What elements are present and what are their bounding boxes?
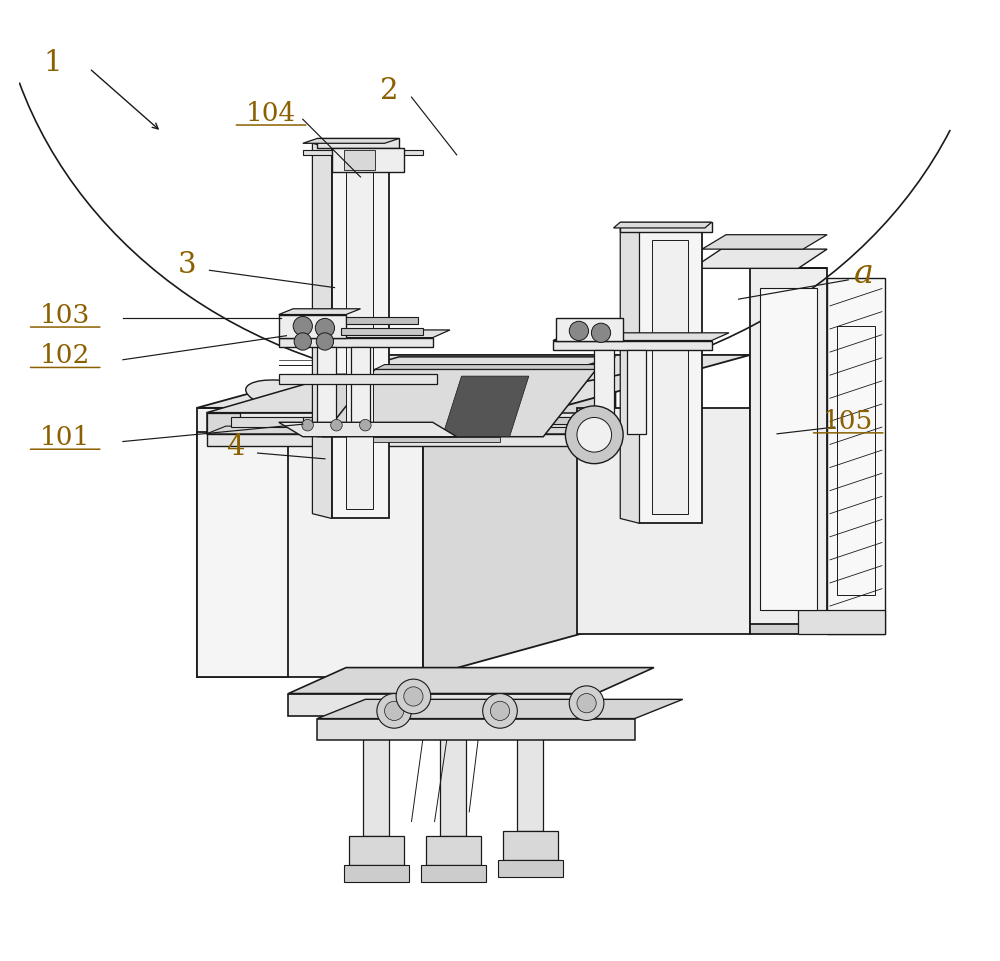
Polygon shape [627,351,646,434]
Polygon shape [692,250,827,269]
Polygon shape [827,279,885,634]
Polygon shape [620,226,639,524]
Polygon shape [351,348,370,434]
Polygon shape [317,700,683,719]
Text: 103: 103 [40,303,90,328]
Polygon shape [702,235,827,250]
Text: 102: 102 [40,343,90,368]
Text: 104: 104 [246,101,296,126]
Polygon shape [303,151,423,156]
Circle shape [569,322,589,341]
Text: 105: 105 [823,408,873,433]
Polygon shape [317,719,635,740]
Polygon shape [207,357,615,413]
Circle shape [483,694,517,728]
Polygon shape [594,351,614,434]
Circle shape [577,694,596,713]
Circle shape [293,317,312,336]
Polygon shape [620,223,712,233]
Polygon shape [279,309,361,315]
Polygon shape [356,437,500,442]
Circle shape [315,319,335,338]
Polygon shape [375,365,606,370]
Text: 3: 3 [178,250,197,279]
Polygon shape [440,719,466,836]
Polygon shape [303,139,399,144]
Polygon shape [317,348,336,434]
Polygon shape [317,375,481,437]
Polygon shape [197,432,288,678]
Polygon shape [207,427,606,434]
Polygon shape [750,356,827,634]
Polygon shape [197,408,423,678]
Polygon shape [197,356,615,408]
Polygon shape [503,831,558,860]
Circle shape [490,702,510,721]
Polygon shape [231,418,591,428]
Polygon shape [421,865,486,882]
Polygon shape [207,413,240,434]
Polygon shape [346,318,418,325]
Text: 1: 1 [43,48,62,77]
Text: 2: 2 [380,77,399,106]
Polygon shape [423,356,750,408]
Circle shape [377,694,411,728]
Polygon shape [553,341,712,351]
Polygon shape [553,333,729,341]
Circle shape [569,686,604,721]
Polygon shape [798,610,885,634]
Polygon shape [614,223,712,229]
Polygon shape [639,231,702,524]
Circle shape [331,420,342,431]
Polygon shape [577,408,750,634]
Polygon shape [346,159,373,509]
Polygon shape [279,331,450,338]
Polygon shape [312,144,332,519]
Circle shape [294,333,311,351]
Ellipse shape [246,381,341,415]
Polygon shape [652,240,688,514]
Polygon shape [750,269,827,625]
Text: 4: 4 [226,432,245,461]
Polygon shape [207,413,591,434]
Polygon shape [207,434,587,447]
Polygon shape [556,319,623,341]
Polygon shape [344,151,375,171]
Circle shape [316,333,334,351]
Polygon shape [279,338,433,348]
Polygon shape [279,375,437,384]
Polygon shape [279,423,457,437]
Polygon shape [332,149,404,173]
Text: 101: 101 [40,425,90,450]
Circle shape [360,420,371,431]
Polygon shape [498,860,563,877]
Polygon shape [332,149,389,519]
Polygon shape [317,139,399,149]
Polygon shape [363,738,389,836]
Circle shape [565,407,623,464]
Polygon shape [288,668,654,694]
Polygon shape [760,288,817,610]
Polygon shape [322,370,596,437]
Polygon shape [303,418,591,425]
Polygon shape [344,865,409,882]
Polygon shape [349,836,404,865]
Polygon shape [517,716,543,831]
Polygon shape [341,329,423,335]
Circle shape [302,420,313,431]
Text: a: a [854,258,874,290]
Circle shape [385,702,404,721]
Polygon shape [288,694,596,716]
Circle shape [577,418,612,453]
Circle shape [591,324,611,343]
Polygon shape [279,315,346,338]
Polygon shape [423,356,615,678]
Circle shape [396,679,431,714]
Polygon shape [442,377,529,437]
Polygon shape [426,836,481,865]
Circle shape [404,687,423,706]
